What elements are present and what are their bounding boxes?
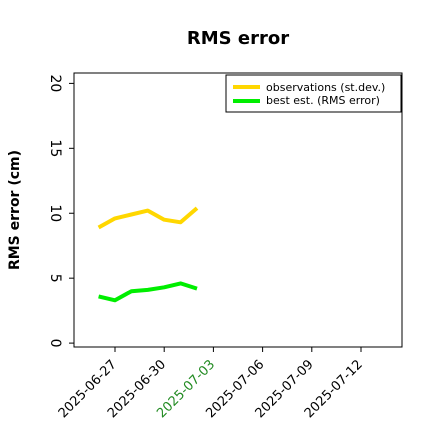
series-line-1 [98, 281, 198, 303]
legend-label-observations: observations (st.dev.) [266, 81, 385, 94]
legend-box [225, 74, 402, 113]
y-tick-label-2: 10 [47, 204, 63, 222]
y-axis-ticks: 0 5 10 15 20 [47, 74, 74, 348]
y-tick-label-3: 15 [47, 139, 63, 157]
x-axis-ticks: 2025-06-272025-06-302025-07-032025-07-06… [56, 347, 366, 421]
series-layer [97, 206, 199, 303]
plot-area-frame [73, 72, 403, 348]
legend: observations (st.dev.) best est. (RMS er… [225, 74, 402, 113]
chart-title: RMS error [187, 28, 289, 49]
y-tick-label-1: 5 [47, 274, 63, 283]
legend-label-best-estimate: best est. (RMS error) [266, 94, 380, 107]
y-tick-label-4: 20 [47, 74, 63, 92]
y-axis-label: RMS error (cm) [7, 150, 23, 270]
y-tick-label-0: 0 [47, 339, 63, 348]
series-line-0 [97, 206, 199, 230]
